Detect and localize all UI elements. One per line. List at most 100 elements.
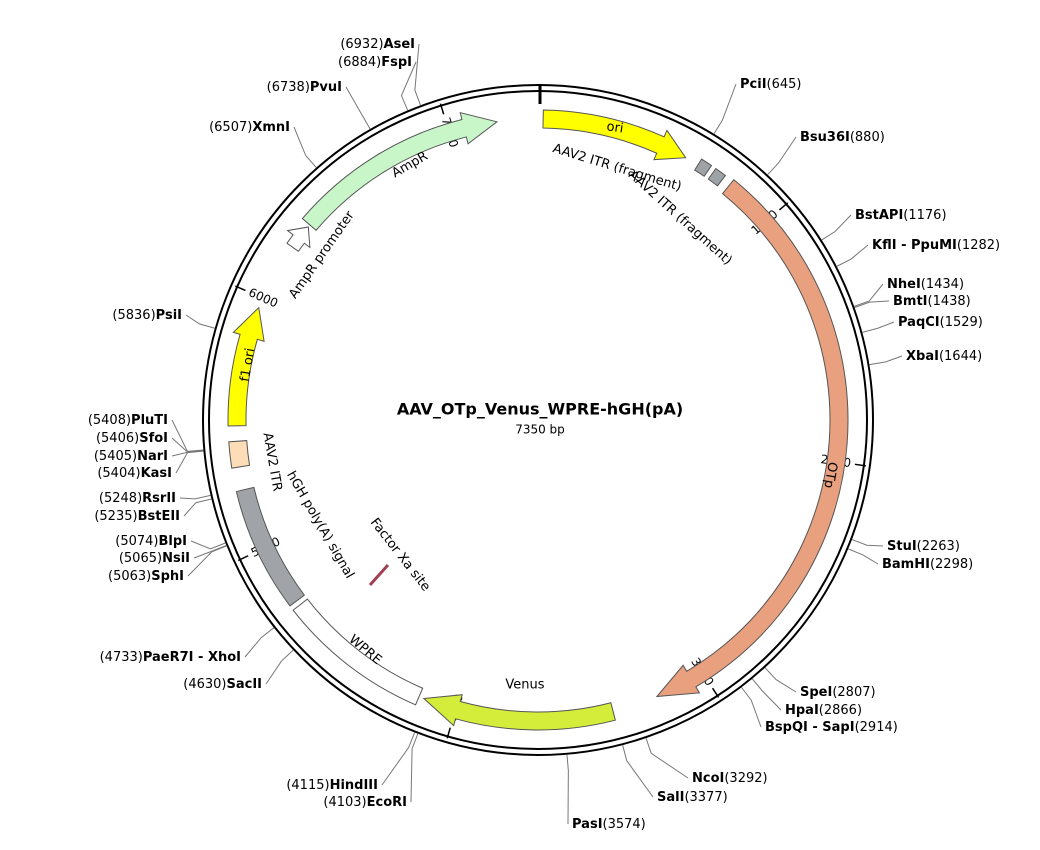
tick-mark: [711, 687, 720, 698]
site-position: (4115): [286, 778, 329, 793]
site-name: BspQI - SapI: [765, 720, 855, 735]
site-name: XmnI: [252, 120, 290, 135]
site-position: (5836): [112, 308, 155, 323]
site-name: KflI - PpuMI: [872, 238, 957, 253]
feature: [286, 226, 311, 253]
site-leader: [862, 321, 895, 333]
site-leader: [764, 667, 797, 693]
site-name: RsrII: [142, 491, 176, 506]
feature: [235, 486, 306, 607]
site-name: NheI: [887, 277, 921, 292]
tick-mark: [235, 285, 246, 292]
site-name: PaeR7I - XhoI: [143, 650, 241, 665]
site-name: PaqCI: [898, 315, 940, 330]
site-position: (880): [850, 130, 885, 145]
site-name: BlpI: [158, 534, 187, 549]
site-leader: [171, 437, 204, 453]
feature: [301, 112, 499, 231]
site-position: (1434): [921, 277, 964, 292]
backbone-outer: [202, 84, 874, 756]
site-leader: [622, 745, 654, 798]
site-label: PaqCI(1529): [898, 315, 983, 330]
site-position: (1438): [928, 294, 971, 309]
site-position: (6507): [209, 120, 252, 135]
site-position: (1176): [903, 208, 946, 223]
site-leader: [381, 732, 416, 786]
feature-label: f1 ori: [238, 347, 259, 383]
site-label: SalI(3377): [657, 790, 728, 805]
site-name: PsiI: [156, 308, 182, 323]
site-leader: [345, 86, 371, 130]
tick-mark: [237, 555, 249, 562]
site-label: (5065)NsiI: [119, 551, 190, 566]
site-label: NheI(1434): [887, 277, 964, 292]
site-leader: [183, 498, 212, 517]
site-position: (4733): [100, 650, 143, 665]
site-position: (2263): [917, 539, 960, 554]
site-label: Bsu36I(880): [800, 130, 885, 145]
site-position: (1529): [940, 315, 983, 330]
site-name: SalI: [657, 790, 684, 805]
site-label: (4115)HindIII: [286, 778, 378, 793]
site-label: (6932)AseI: [340, 37, 415, 52]
site-label: HpaI(2866): [785, 703, 862, 718]
site-leader: [410, 733, 419, 803]
site-leader: [179, 494, 211, 500]
site-label: PasI(3574): [572, 817, 646, 832]
tick-mark: [439, 103, 445, 115]
site-label: PciI(645): [740, 77, 802, 92]
site-name: SacII: [226, 677, 262, 692]
site-position: (3292): [724, 771, 767, 786]
site-name: XbaI: [906, 349, 939, 364]
site-position: (6884): [338, 55, 381, 70]
site-position: (2298): [930, 557, 973, 572]
site-label: BstAPI(1176): [855, 208, 947, 223]
site-position: (5406): [96, 431, 139, 446]
site-leader: [848, 548, 879, 565]
tick-mark: [778, 202, 789, 211]
feature-label: AAV2 ITR: [259, 431, 284, 492]
site-label: (4103)EcoRI: [323, 795, 407, 810]
tick-mark: [854, 463, 866, 467]
site-position: (6738): [267, 80, 310, 95]
site-leader: [400, 61, 417, 111]
site-label: (6738)PvuI: [267, 80, 342, 95]
site-label: (5063)SphI: [108, 569, 184, 584]
site-label: (6507)XmnI: [209, 120, 290, 135]
site-label: (5405)NarI: [94, 449, 168, 464]
site-name: BstAPI: [855, 208, 903, 223]
site-leader: [869, 355, 903, 366]
feature: [292, 598, 424, 706]
site-label: XbaI(1644): [906, 349, 982, 364]
site-name: StuI: [887, 539, 917, 554]
site-position: (4103): [323, 795, 366, 810]
site-leader: [854, 300, 890, 308]
site-leader: [851, 539, 884, 547]
site-position: (5404): [97, 466, 140, 481]
site-name: PasI: [572, 817, 603, 832]
site-leader: [293, 126, 317, 168]
site-name: KasI: [141, 466, 172, 481]
site-label: (5235)BstEII: [94, 509, 180, 524]
site-label: (6884)FspI: [338, 55, 412, 70]
feature: [227, 306, 265, 427]
site-name: SphI: [151, 569, 184, 584]
site-position: (3574): [603, 817, 646, 832]
site-label: (5836)PsiI: [112, 308, 182, 323]
site-name: PvuI: [310, 80, 342, 95]
site-name: PluTI: [131, 413, 168, 428]
site-position: (2914): [855, 720, 898, 735]
site-label: (5248)RsrII: [99, 491, 176, 506]
site-name: FspI: [381, 55, 412, 70]
site-name: AseI: [384, 37, 415, 52]
site-position: (2807): [832, 685, 875, 700]
site-position: (5405): [94, 449, 137, 464]
site-label: BamHI(2298): [882, 557, 973, 572]
site-position: (2866): [819, 703, 862, 718]
site-label: KflI - PpuMI(1282): [872, 238, 1000, 253]
site-name: NsiI: [162, 551, 190, 566]
feature-label: ori: [606, 119, 625, 136]
site-name: EcoRI: [367, 795, 407, 810]
feature: [707, 167, 727, 187]
